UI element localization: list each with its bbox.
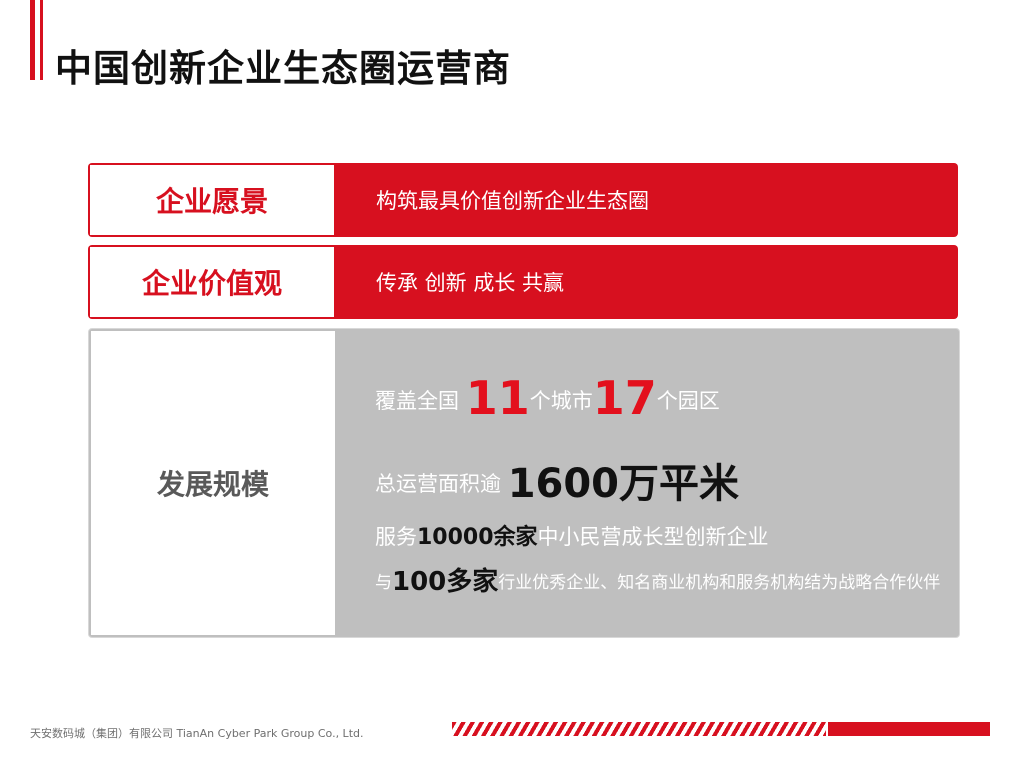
footer-company: 天安数码城（集团）有限公司 TianAn Cyber Park Group Co… <box>30 727 364 740</box>
service-stat: 服务10000余家中小民营成长型创新企业 <box>375 519 769 551</box>
service-suffix: 中小民营成长型创新企业 <box>537 525 769 549</box>
vision-label: 企业愿景 <box>90 165 334 235</box>
service-prefix: 服务 <box>375 525 417 549</box>
area-value: 1600万平米 <box>507 461 740 507</box>
title-accent-bar-thin <box>40 0 43 80</box>
page-title: 中国创新企业生态圈运营商 <box>55 47 511 90</box>
footer-solid-bar <box>828 722 990 736</box>
cities-number: 11 <box>465 371 530 425</box>
area-prefix: 总运营面积逾 <box>375 472 501 496</box>
values-row: 企业价值观 传承 创新 成长 共赢 <box>88 245 958 319</box>
parks-number: 17 <box>592 371 657 425</box>
partner-suffix: 行业优秀企业、知名商业机构和服务机构结为战略合作伙伴 <box>498 573 941 593</box>
partner-prefix: 与 <box>375 573 392 593</box>
title-accent-bar <box>30 0 35 80</box>
service-count: 10000余家 <box>417 525 538 550</box>
cities-unit: 个城市 <box>529 389 593 413</box>
values-content: 传承 创新 成长 共赢 <box>376 271 565 295</box>
coverage-stat: 覆盖全国 11个城市17个园区 <box>375 371 720 425</box>
vision-row: 企业愿景 构筑最具价值创新企业生态圈 <box>88 163 958 237</box>
area-stat: 总运营面积逾 1600万平米 <box>375 451 739 509</box>
partner-count: 100多家 <box>392 567 499 597</box>
coverage-prefix: 覆盖全国 <box>375 389 459 413</box>
vision-content: 构筑最具价值创新企业生态圈 <box>376 189 649 213</box>
partner-stat: 与100多家行业优秀企业、知名商业机构和服务机构结为战略合作伙伴 <box>375 561 940 598</box>
scale-label: 发展规模 <box>91 331 335 635</box>
values-label: 企业价值观 <box>90 247 334 317</box>
parks-unit: 个园区 <box>656 389 720 413</box>
scale-row: 发展规模 覆盖全国 11个城市17个园区 总运营面积逾 1600万平米 服务10… <box>88 328 960 638</box>
footer-stripe-decoration <box>452 722 826 736</box>
